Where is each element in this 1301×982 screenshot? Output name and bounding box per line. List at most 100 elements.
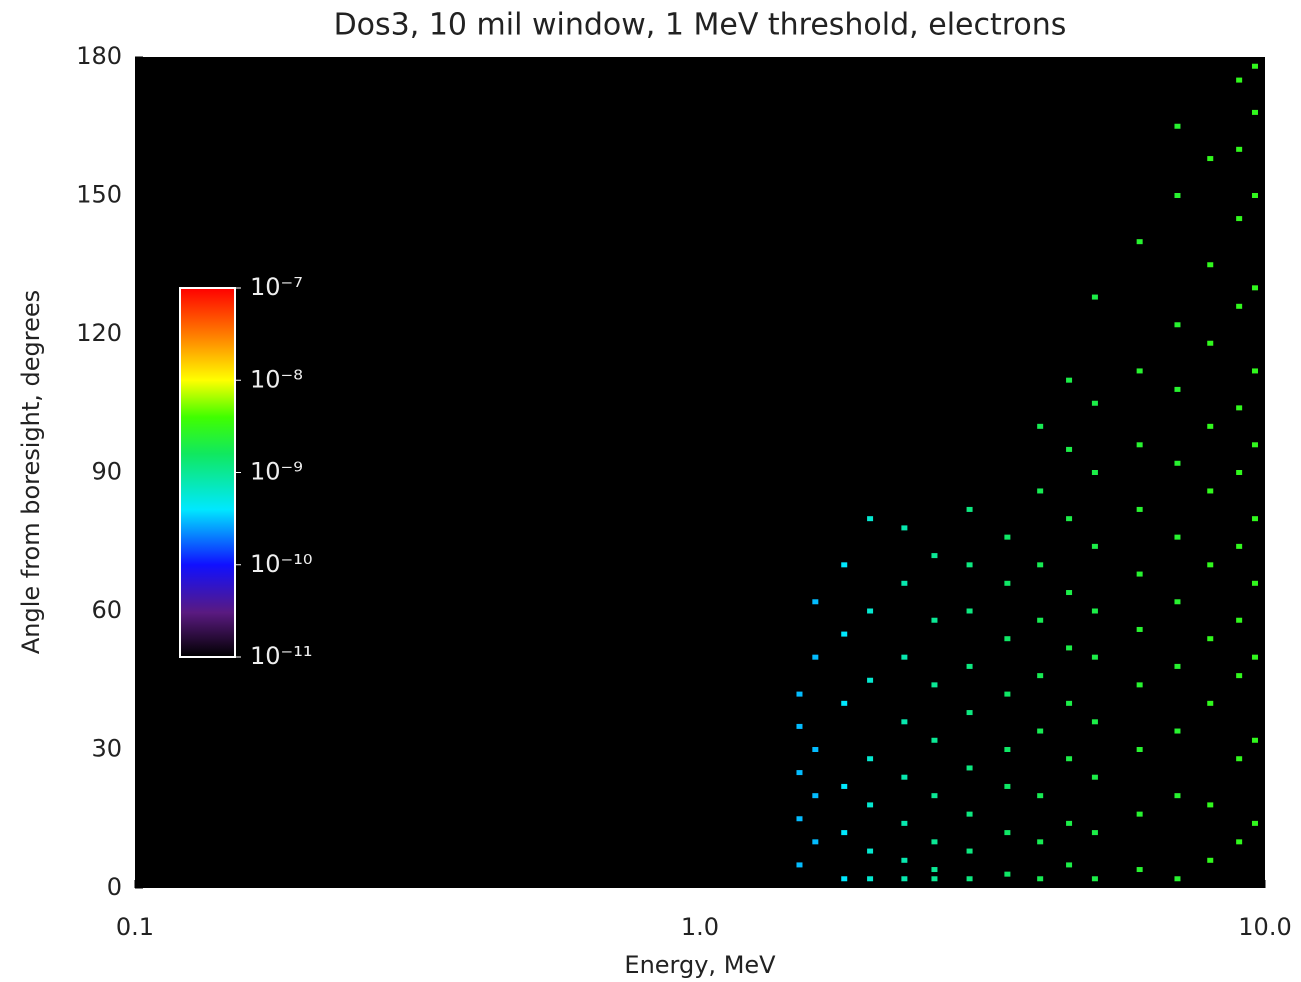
heat-cell xyxy=(1236,405,1243,411)
heat-cell xyxy=(1174,793,1181,799)
heat-cell xyxy=(1136,506,1143,512)
heat-cell xyxy=(901,820,908,826)
heat-cell xyxy=(1207,562,1214,568)
heat-cell xyxy=(1136,626,1143,632)
heat-cell xyxy=(867,756,874,762)
heat-cell xyxy=(1091,608,1098,614)
heat-cell xyxy=(1207,636,1214,642)
y-tick-label: 180 xyxy=(76,42,122,70)
colorbar-tick-label: 10⁻⁹ xyxy=(250,458,303,486)
y-tick-label: 150 xyxy=(76,181,122,209)
heat-cell xyxy=(1207,488,1214,494)
heat-cell xyxy=(1037,793,1044,799)
heat-cell xyxy=(966,506,973,512)
heat-cell xyxy=(812,747,819,752)
heat-cell xyxy=(1236,216,1243,222)
heat-cell xyxy=(841,700,848,706)
heat-cell xyxy=(1251,737,1258,743)
heat-cell xyxy=(966,710,973,716)
plot-area xyxy=(135,57,1265,888)
heat-cell xyxy=(931,682,938,688)
heat-cell xyxy=(931,617,938,623)
heat-cell xyxy=(901,580,908,586)
heat-cell xyxy=(966,608,973,614)
y-tick-label: 120 xyxy=(76,319,122,347)
heat-cell xyxy=(931,793,938,799)
heat-cell xyxy=(966,663,973,669)
heat-cell xyxy=(1136,571,1143,577)
heat-cell xyxy=(1251,442,1258,448)
heat-cell xyxy=(1207,857,1214,863)
heat-cell xyxy=(796,770,803,776)
heat-cell xyxy=(1251,193,1258,198)
heat-cell xyxy=(796,691,803,697)
y-tick-label: 90 xyxy=(91,458,122,486)
heat-cell xyxy=(1251,516,1258,522)
heat-cell xyxy=(1066,756,1073,762)
heat-cell xyxy=(966,848,973,854)
heat-cell xyxy=(1037,839,1044,845)
heat-cell xyxy=(966,562,973,568)
heat-cell xyxy=(931,867,938,873)
heat-cell xyxy=(1037,488,1044,494)
heat-cell xyxy=(1251,654,1258,660)
heat-cell xyxy=(1004,691,1011,697)
heat-cell xyxy=(1174,322,1181,328)
y-axis-label: Angle from boresight, degrees xyxy=(17,290,45,654)
heat-cell xyxy=(1236,756,1243,762)
heat-cell xyxy=(1136,442,1143,448)
heat-cell xyxy=(1091,830,1098,836)
heat-cell xyxy=(901,857,908,863)
heat-cell xyxy=(1236,77,1243,83)
heat-cell xyxy=(1066,862,1073,868)
heat-cell xyxy=(1037,728,1044,734)
heat-cell xyxy=(1004,871,1011,877)
heat-cell xyxy=(1066,590,1073,596)
heat-cell xyxy=(1136,368,1143,374)
heat-cell xyxy=(966,811,973,817)
chart-title: Dos3, 10 mil window, 1 MeV threshold, el… xyxy=(334,8,1067,43)
x-tick-label: 10.0 xyxy=(1238,913,1291,941)
heat-cell xyxy=(1004,534,1011,540)
heat-cell xyxy=(1174,123,1181,129)
heat-cell xyxy=(931,553,938,559)
heat-cell xyxy=(1066,700,1073,706)
heat-cell xyxy=(1251,285,1258,291)
heat-cell xyxy=(1091,294,1098,300)
heat-cell xyxy=(1207,156,1214,162)
heat-cell xyxy=(1066,645,1073,651)
heat-cell xyxy=(867,516,874,522)
heat-cell xyxy=(1174,460,1181,466)
heat-cell xyxy=(796,862,803,868)
heat-cell xyxy=(966,876,973,882)
colorbar-tick-label: 10⁻⁷ xyxy=(250,273,303,301)
heat-cell xyxy=(1251,820,1258,826)
heat-cell xyxy=(1236,543,1243,549)
heat-cell xyxy=(1037,617,1044,623)
heat-cell xyxy=(1066,820,1073,826)
heat-cell xyxy=(841,783,848,789)
colorbar-tick-label: 10⁻⁸ xyxy=(250,365,303,393)
x-tick-label: 1.0 xyxy=(681,913,719,941)
heat-cell xyxy=(812,793,819,799)
heat-cell xyxy=(931,876,938,882)
heat-cell xyxy=(1236,673,1243,679)
heat-cell xyxy=(901,719,908,725)
x-axis-label: Energy, MeV xyxy=(624,951,776,979)
heat-cell xyxy=(901,774,908,780)
heat-cell xyxy=(1091,654,1098,660)
heat-cell xyxy=(1251,63,1258,69)
heat-cell xyxy=(1091,470,1098,475)
heat-cell xyxy=(1236,303,1243,309)
heat-cell xyxy=(812,599,819,605)
heat-cell xyxy=(1136,239,1143,245)
heat-cell xyxy=(1174,386,1181,392)
heat-cell xyxy=(867,876,874,882)
heat-cell xyxy=(841,631,848,637)
heat-cell xyxy=(841,562,848,568)
heat-cell xyxy=(1174,534,1181,540)
heat-cell xyxy=(1251,580,1258,586)
heat-cell xyxy=(1251,109,1258,115)
heat-cell xyxy=(931,839,938,845)
heat-cell xyxy=(812,839,819,845)
